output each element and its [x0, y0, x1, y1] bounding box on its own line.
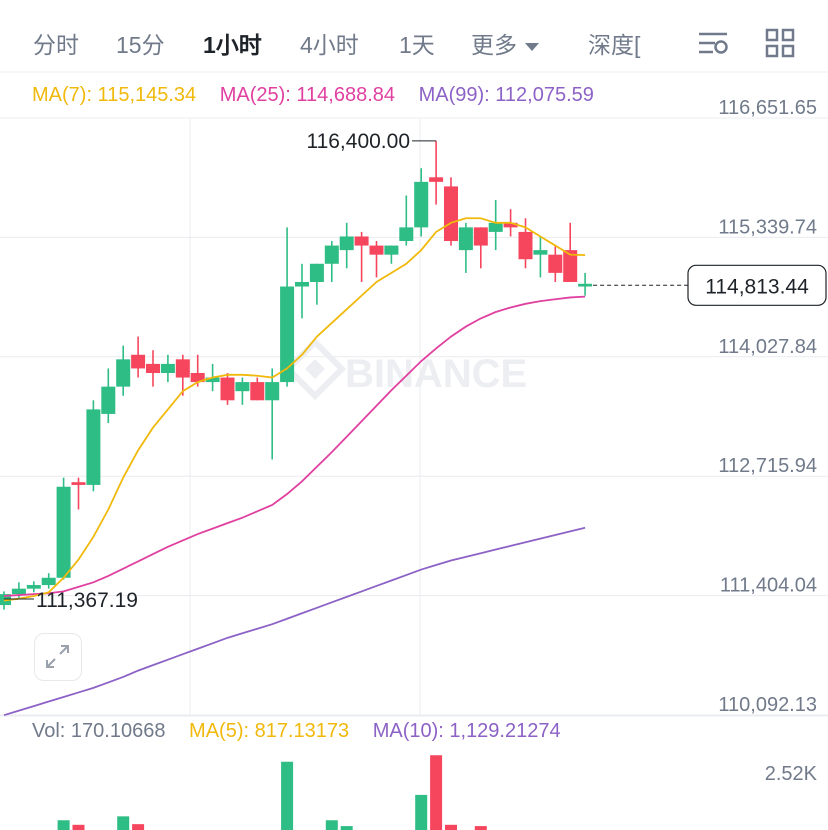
tab-depth[interactable]: 深度[	[588, 32, 641, 58]
y-tick-label: 111,404.04	[720, 575, 817, 597]
y-tick-label: 115,339.74	[718, 216, 817, 238]
tab-more[interactable]: 更多	[471, 26, 539, 60]
volume-bar	[72, 824, 85, 830]
ma7-label: MA(7): 115,145.34	[32, 84, 197, 106]
volume-bar	[415, 794, 428, 830]
candle-body	[146, 363, 160, 373]
candle-body	[175, 359, 190, 378]
candle-body	[280, 286, 295, 383]
candle-body	[384, 245, 399, 255]
candle-body	[190, 372, 205, 383]
candle-body	[56, 486, 71, 578]
volume-bar	[281, 761, 294, 830]
ma25-label: MA(25): 114,688.84	[219, 84, 396, 106]
vol-ma5-label: MA(5): 817.13173	[189, 720, 350, 742]
candle-body	[26, 585, 41, 589]
ma25-line	[3, 295, 586, 597]
logo-core	[305, 359, 325, 379]
interval-tabs: 分时 15分 1小时 4小时 1天 更多 深度[	[0, 0, 828, 84]
sliders-settings-icon[interactable]	[697, 28, 731, 58]
candle-body	[503, 222, 518, 228]
candle-body	[0, 594, 11, 606]
candle-body	[235, 382, 250, 392]
candle-body	[458, 227, 473, 251]
candle-body	[11, 588, 26, 595]
expand-arrows-icon	[46, 645, 69, 668]
volume-bar	[132, 824, 145, 830]
volume-bar	[117, 816, 130, 830]
tab-1d[interactable]: 1天	[399, 32, 435, 58]
candle-body	[548, 254, 563, 273]
grid-layout-icon[interactable]	[765, 28, 795, 58]
y-tick-label: 110,092.13	[718, 694, 817, 716]
candle-body	[220, 377, 235, 401]
candle-body	[563, 250, 578, 282]
tab-time-share[interactable]: 分时	[33, 32, 79, 58]
candle-body	[324, 245, 339, 264]
volume-bar	[340, 826, 353, 830]
volume-bar	[325, 820, 338, 830]
candle-body	[295, 281, 309, 287]
vol-ma10-label: MA(10): 1,129.21274	[372, 720, 561, 742]
tab-15m[interactable]: 15分	[116, 32, 165, 58]
candle-body	[71, 482, 86, 485]
candle-body	[578, 283, 593, 287]
ma99-label: MA(99): 112,075.59	[418, 84, 594, 106]
candle-body	[339, 236, 354, 251]
tab-4h[interactable]: 4小时	[300, 32, 359, 58]
tab-1h[interactable]: 1小时	[203, 32, 262, 58]
binance-logo-icon	[283, 337, 347, 401]
candle-body	[101, 386, 116, 414]
y-tick-label: 114,027.84	[718, 336, 817, 358]
volume-bar	[430, 755, 443, 830]
logo-diamond	[283, 337, 347, 401]
ma99-line	[3, 526, 586, 717]
candle-body	[86, 409, 101, 485]
candle-body	[160, 363, 175, 373]
binance-watermark: BINANCE	[345, 352, 527, 396]
volume-bar	[474, 826, 487, 830]
volume-bar	[57, 820, 70, 830]
last-price-label: 114,813.44	[705, 275, 809, 298]
ma-legend: MA(7): 115,145.34 MA(25): 114,688.84 MA(…	[32, 84, 612, 107]
y-tick-label: 116,651.65	[718, 97, 817, 119]
candle-body	[309, 263, 324, 282]
low-price-label: 111,367.19	[36, 589, 138, 612]
candle-body	[488, 222, 503, 232]
candle-body	[131, 354, 146, 369]
candle-body	[354, 236, 369, 246]
high-price-label: 116,400.00	[306, 130, 410, 153]
candle-body	[473, 227, 488, 246]
candle-body	[399, 227, 414, 242]
volume-bar	[445, 824, 457, 830]
candle-body	[41, 577, 56, 586]
last-price-box	[687, 264, 827, 306]
y-tick-label: 112,715.94	[718, 455, 817, 477]
candle-body	[414, 181, 429, 228]
chevron-down-icon	[525, 42, 539, 51]
candle-body	[116, 359, 131, 387]
vol-label: Vol: 170.10668	[32, 720, 166, 742]
candle-body	[444, 186, 458, 242]
candle-body	[533, 250, 548, 255]
candle-body	[205, 377, 220, 383]
candle-body	[250, 382, 265, 401]
volume-legend: Vol: 170.10668 MA(5): 817.13173 MA(10): …	[32, 720, 579, 743]
candle-body	[429, 177, 444, 182]
candle-body	[265, 382, 280, 401]
candle-body	[369, 245, 384, 255]
tab-more-label: 更多	[471, 32, 517, 58]
candle-body	[518, 231, 533, 260]
expand-button[interactable]	[34, 633, 82, 681]
ma7-line	[3, 217, 586, 602]
volume-max-label: 2.52K	[765, 763, 818, 785]
